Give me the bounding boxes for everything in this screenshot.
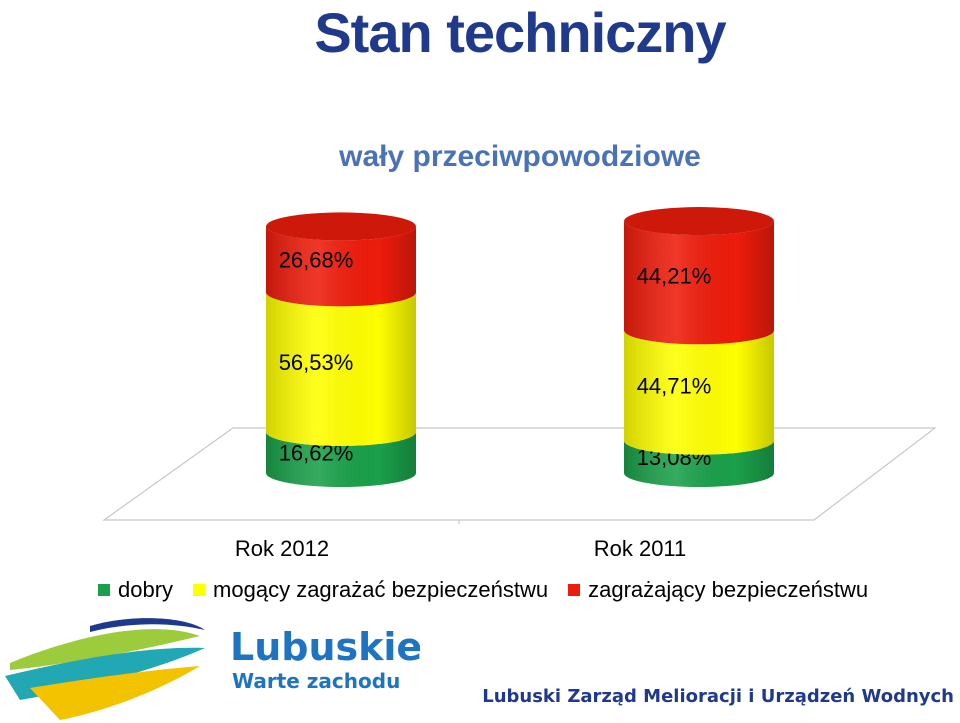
bar-segment-shading: [624, 440, 775, 487]
legend-label: mogący zagrażać bezpieczeństwu: [213, 577, 549, 602]
data-label: 44,71%: [637, 373, 712, 398]
legend-item: dobry: [98, 577, 173, 603]
bar-segment-shading: [624, 221, 775, 345]
legend-item: mogący zagrażać bezpieczeństwu: [193, 577, 548, 603]
chart-subtitle: wały przeciwpowodziowe: [339, 140, 701, 173]
bar-segment-shading: [266, 292, 416, 446]
legend-label: dobry: [118, 577, 174, 602]
data-label: 44,21%: [637, 264, 712, 289]
legend-item: zagrażający bezpieczeństwu: [568, 577, 868, 603]
data-label: 56,53%: [279, 350, 354, 375]
legend-swatch: [193, 584, 206, 596]
lubuskie-logo: Lubuskie Warte zachodu: [5, 618, 420, 720]
page-title: Stan techniczny: [314, 1, 726, 64]
logo-wordmark: Lubuskie: [230, 625, 420, 669]
legend: dobry mogący zagrażać bezpieczeństwu zagra…: [98, 576, 960, 604]
legend-label: zagrażający bezpieczeństwu: [588, 577, 869, 602]
chart-floor: [102, 427, 937, 521]
category-label: Rok 2012: [235, 536, 329, 561]
data-label: 26,68%: [279, 247, 354, 272]
legend-swatch: [98, 584, 110, 596]
stacked-cylinder-chart: 16,62%56,53%26,68%Rok 201213,08%44,71%44…: [102, 207, 937, 561]
bar-top-cap: [624, 207, 774, 236]
bar-top-cap: [266, 212, 416, 241]
footer-organization: Lubuski Zarząd Melioracji i Urządzeń Wod…: [482, 686, 954, 707]
legend-swatch: [568, 584, 581, 596]
logo-tagline: Warte zachodu: [232, 669, 400, 693]
bar-segment-shading: [266, 431, 416, 487]
category-label: Rok 2011: [594, 536, 687, 561]
bar-segment-shading: [624, 330, 775, 455]
bar-segment-shading: [266, 226, 416, 307]
